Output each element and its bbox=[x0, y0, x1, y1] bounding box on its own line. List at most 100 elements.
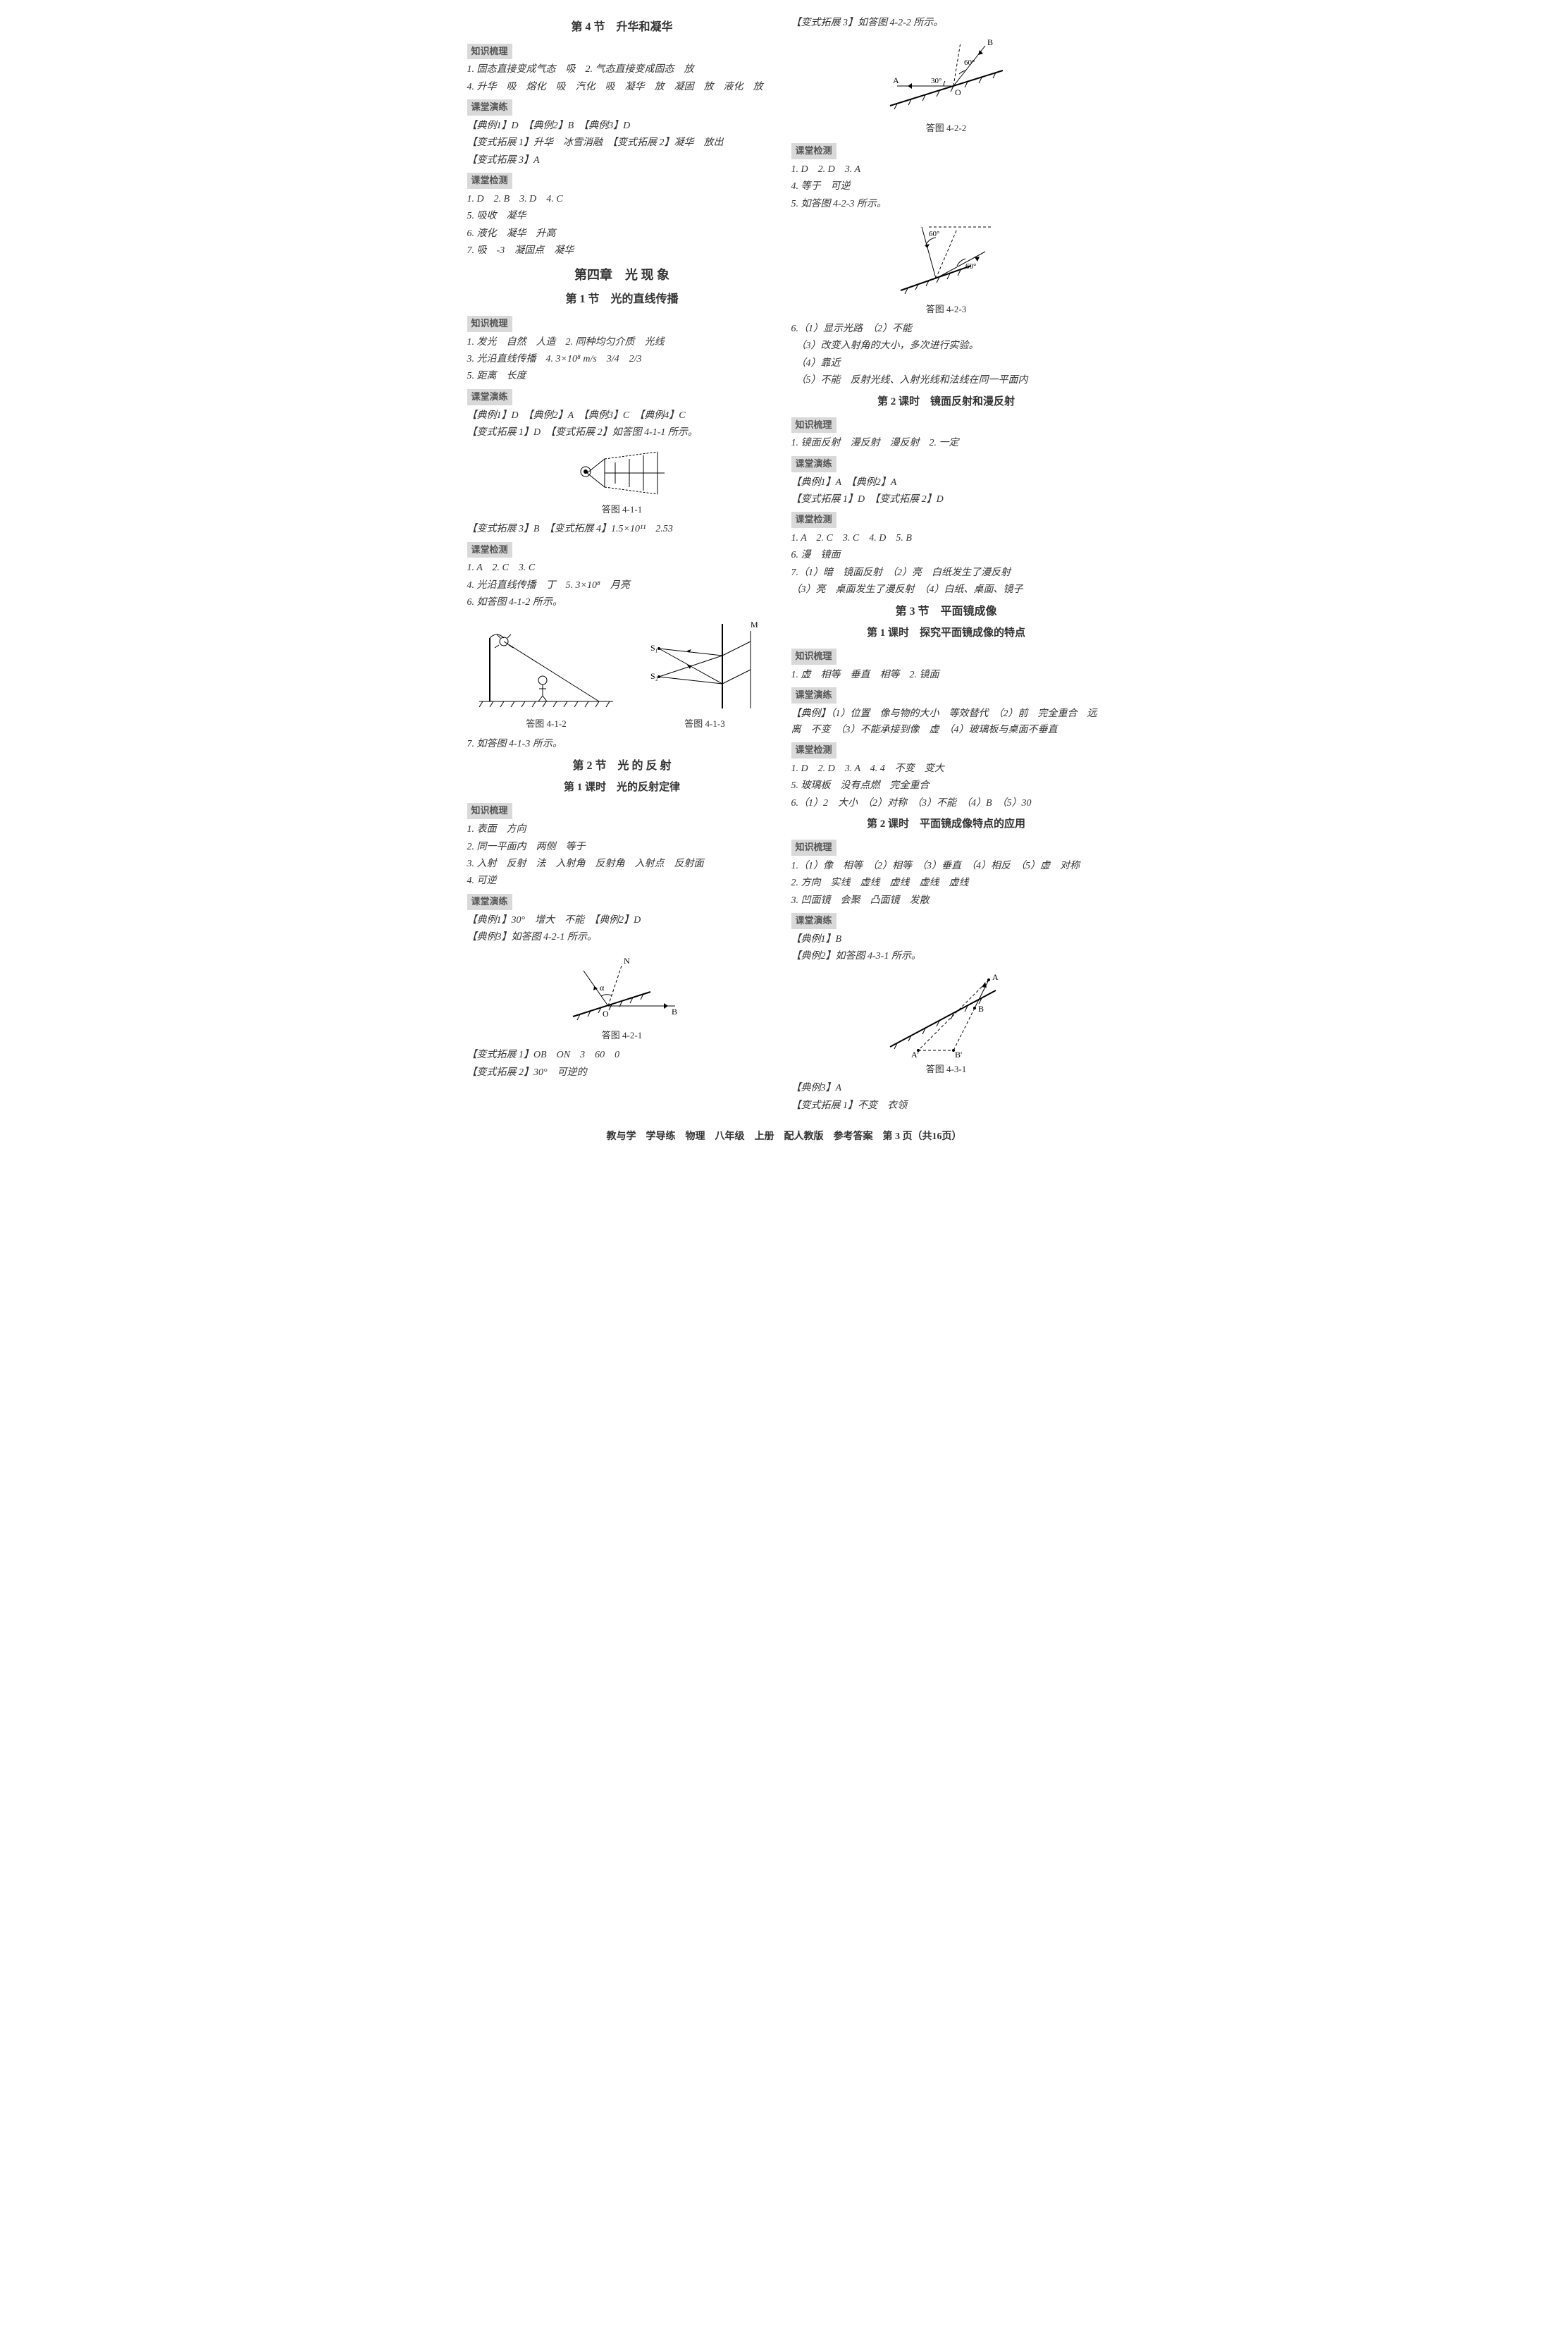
fig-caption: 答图 4-2-1 bbox=[467, 1029, 777, 1043]
text: 【典例1】D 【典例2】A 【典例3】C 【典例4】C bbox=[467, 408, 777, 424]
fig-caption: 答图 4-1-2 bbox=[479, 717, 613, 732]
text: 1. A 2. C 3. C 4. D 5. B bbox=[791, 531, 1101, 546]
text: 4. 可逆 bbox=[467, 873, 777, 889]
fig-caption: 答图 4-2-3 bbox=[791, 302, 1101, 317]
text: 7. 吸 -3 凝固点 凝华 bbox=[467, 243, 777, 259]
text: 【典例】（1）位置 像与物的大小 等效替代 （2）前 完全重合 远离 不变 （3… bbox=[791, 706, 1101, 738]
text: 【典例2】如答图 4-3-1 所示。 bbox=[791, 949, 1101, 964]
label-O: O bbox=[603, 1009, 609, 1019]
text: 【典例1】30° 增大 不能 【典例2】D bbox=[467, 913, 777, 928]
text: 1. 固态直接变成气态 吸 2. 气态直接变成固态 放 bbox=[467, 62, 777, 78]
sec2-keshi1: 第 1 课时 光的反射定律 bbox=[467, 779, 777, 796]
sec4-title: 第 4 节 升华和凝华 bbox=[467, 18, 777, 37]
text: （3）改变入射角的大小，多次进行实验。 bbox=[791, 338, 1101, 354]
label-S2: S₂ bbox=[650, 671, 658, 681]
label-B: B bbox=[672, 1007, 677, 1017]
label-zhishi: 知识梳理 bbox=[467, 44, 512, 60]
text: 1.（1）像 相等 （2）相等 （3）垂直 （4）相反 （5）虚 对称 bbox=[791, 859, 1101, 874]
text: 1. D 2. B 3. D 4. C bbox=[467, 192, 777, 207]
label-ketangjiance: 课堂检测 bbox=[791, 143, 837, 159]
label-ketangjiance: 课堂检测 bbox=[467, 173, 512, 189]
figure-4-2-2: A B O 30° 60° 答图 4-2-2 bbox=[791, 35, 1101, 136]
left-column: 第 4 节 升华和凝华 知识梳理 1. 固态直接变成气态 吸 2. 气态直接变成… bbox=[467, 14, 777, 1115]
chapter4-title: 第四章 光 现 象 bbox=[467, 265, 777, 286]
text: 【典例1】A 【典例2】A bbox=[791, 475, 1101, 491]
label-zhishi: 知识梳理 bbox=[791, 840, 837, 856]
text: 【变式拓展 3】如答图 4-2-2 所示。 bbox=[791, 16, 1101, 31]
label-60: 60° bbox=[964, 59, 975, 67]
text: 4. 等于 可逆 bbox=[791, 179, 1101, 195]
text: 【变式拓展 1】不变 衣领 bbox=[791, 1098, 1101, 1114]
text: 2. 同一平面内 两侧 等于 bbox=[467, 840, 777, 855]
label-alpha: α bbox=[600, 983, 605, 993]
fig-caption: 答图 4-3-1 bbox=[791, 1062, 1101, 1077]
text: 5. 距离 长度 bbox=[467, 369, 777, 384]
label-O: O bbox=[955, 87, 961, 97]
label-B: B bbox=[978, 1004, 984, 1014]
text: （5）不能 反射光线、入射光线和法线在同一平面内 bbox=[791, 373, 1101, 388]
text: 1. 发光 自然 人造 2. 同种均匀介质 光线 bbox=[467, 335, 777, 350]
text: 1. 表面 方向 bbox=[467, 822, 777, 837]
sec2-title: 第 2 节 光 的 反 射 bbox=[467, 757, 777, 775]
text: 1. D 2. D 3. A bbox=[791, 162, 1101, 178]
text: 3. 光沿直线传播 4. 3×10⁸ m/s 3/4 2/3 bbox=[467, 352, 777, 367]
text: 1. 镜面反射 漫反射 漫反射 2. 一定 bbox=[791, 436, 1101, 451]
label-A: A bbox=[893, 75, 899, 85]
text: 【变式拓展 1】D 【变式拓展 2】如答图 4-1-1 所示。 bbox=[467, 425, 777, 441]
text: 6. 漫 镜面 bbox=[791, 548, 1101, 563]
label-keyanlian: 课堂演练 bbox=[791, 456, 837, 472]
label-keyanlian: 课堂演练 bbox=[467, 389, 512, 405]
text: 5. 如答图 4-2-3 所示。 bbox=[791, 197, 1101, 212]
label-keyanlian: 课堂演练 bbox=[791, 687, 837, 704]
page-footer: 教与学 学导练 物理 八年级 上册 配人教版 参考答案 第 3 页（共16页） bbox=[14, 1129, 1554, 1145]
label-N: N bbox=[624, 956, 630, 966]
label-A: A bbox=[992, 972, 999, 982]
label-Ap: A' bbox=[911, 1050, 919, 1060]
right-column: 【变式拓展 3】如答图 4-2-2 所示。 A B O 30 bbox=[791, 14, 1101, 1115]
text: （3）亮 桌面发生了漫反射 （4）白纸、桌面、镜子 bbox=[791, 582, 1101, 598]
text: 6. 如答图 4-1-2 所示。 bbox=[467, 595, 777, 610]
text: 1. A 2. C 3. C bbox=[467, 560, 777, 576]
text: 3. 入射 反射 法 入射角 反射角 入射点 反射面 bbox=[467, 857, 777, 872]
text: 6.（1）2 大小 （2）对称 （3）不能 （4）B （5）30 bbox=[791, 796, 1101, 811]
keshi2-title: 第 2 课时 镜面反射和漫反射 bbox=[791, 393, 1101, 410]
label-ketangjiance: 课堂检测 bbox=[467, 542, 512, 558]
sec3-keshi2: 第 2 课时 平面镜成像特点的应用 bbox=[791, 816, 1101, 833]
label-ketangjiance: 课堂检测 bbox=[791, 512, 837, 528]
text: 2. 方向 实线 虚线 虚线 虚线 虚线 bbox=[791, 876, 1101, 891]
text: 5. 玻璃板 没有点燃 完全重合 bbox=[791, 778, 1101, 794]
label-30: 30° bbox=[931, 77, 942, 85]
figure-4-2-3: 60° 60° 答图 4-2-3 bbox=[791, 216, 1101, 317]
sec3-title: 第 3 节 平面镜成像 bbox=[791, 603, 1101, 621]
text: 7. 如答图 4-1-3 所示。 bbox=[467, 737, 777, 752]
text: 【变式拓展 3】A bbox=[467, 153, 777, 168]
text: （4）靠近 bbox=[791, 356, 1101, 372]
label-B: B bbox=[987, 37, 993, 47]
text: 【典例3】如答图 4-2-1 所示。 bbox=[467, 930, 777, 945]
text: 【典例1】D 【典例2】B 【典例3】D bbox=[467, 118, 777, 134]
label-60: 60° bbox=[965, 262, 976, 271]
text: 【变式拓展 1】升华 冰雪消融 【变式拓展 2】凝华 放出 bbox=[467, 135, 777, 151]
sec1-title: 第 1 节 光的直线传播 bbox=[467, 290, 777, 309]
label-zhishi: 知识梳理 bbox=[791, 417, 837, 434]
fig-caption: 答图 4-1-3 bbox=[645, 717, 765, 732]
text: 【变式拓展 2】30° 可逆的 bbox=[467, 1065, 777, 1081]
fig-caption: 答图 4-2-2 bbox=[791, 121, 1101, 136]
text: 1. 虚 相等 垂直 相等 2. 镜面 bbox=[791, 668, 1101, 683]
text: 5. 吸收 凝华 bbox=[467, 209, 777, 224]
figure-4-1-2: 答图 4-1-2 bbox=[479, 617, 613, 732]
label-zhishi: 知识梳理 bbox=[791, 649, 837, 665]
text: 1. D 2. D 3. A 4. 4 不变 变大 bbox=[791, 761, 1101, 777]
label-ketangjiance: 课堂检测 bbox=[791, 742, 837, 759]
figure-4-1-1: 答图 4-1-1 bbox=[467, 445, 777, 517]
text: 4. 升华 吸 熔化 吸 汽化 吸 凝华 放 凝固 放 液化 放 bbox=[467, 80, 777, 95]
label-S1: S₁ bbox=[650, 643, 658, 653]
text: 6. 液化 凝华 升高 bbox=[467, 226, 777, 242]
label-keyanlian: 课堂演练 bbox=[467, 894, 512, 910]
text: 3. 凹面镜 会聚 凸面镜 发散 bbox=[791, 893, 1101, 909]
text: 【变式拓展 1】D 【变式拓展 2】D bbox=[791, 492, 1101, 508]
label-zhishi: 知识梳理 bbox=[467, 316, 512, 332]
text: 7.（1）暗 镜面反射 （2）亮 白纸发生了漫反射 bbox=[791, 565, 1101, 581]
text: 4. 光沿直线传播 丁 5. 3×10⁸ 月亮 bbox=[467, 578, 777, 594]
fig-caption: 答图 4-1-1 bbox=[467, 503, 777, 517]
